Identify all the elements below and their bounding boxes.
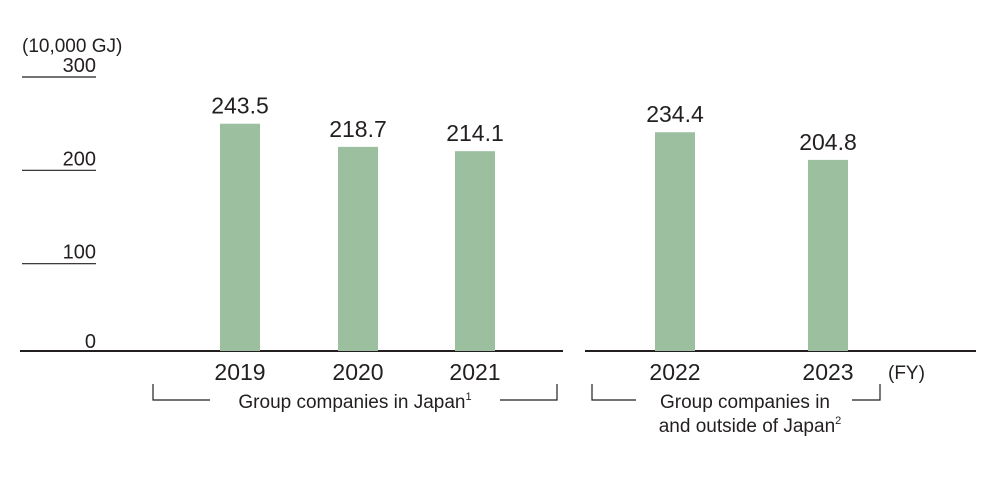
y-axis-ticks: 0 100 200 300	[22, 55, 96, 353]
bar-2020	[338, 146, 378, 351]
category-label-2022: 2022	[649, 359, 700, 385]
group-2-footnote: 2	[835, 415, 841, 427]
bar-2019	[220, 123, 260, 351]
group-2-label-line-1: Group companies in	[660, 392, 830, 413]
bars: 243.5 2019 218.7 2020 214.1 2021 234.4 2022 204.…	[211, 93, 857, 385]
bar-2023	[808, 159, 848, 351]
group-1-label-text: Group companies in Japan	[238, 392, 465, 413]
y-tick-label: 200	[63, 148, 96, 170]
y-tick-label: 0	[85, 331, 96, 353]
group-2-bracket	[591, 384, 881, 401]
category-label-2020: 2020	[332, 359, 383, 385]
value-label-2020: 218.7	[329, 116, 387, 142]
value-label-2019: 243.5	[211, 93, 269, 119]
group-1-bracket	[152, 384, 558, 401]
value-label-2021: 214.1	[446, 120, 504, 146]
y-tick-label: 100	[63, 242, 96, 264]
y-tick-label: 300	[63, 55, 96, 77]
y-axis-unit-label: (10,000 GJ)	[22, 36, 122, 57]
bar-2021	[455, 151, 495, 351]
x-axis-unit-label: (FY)	[888, 363, 925, 384]
group-2-label-line-2: and outside of Japan2	[659, 415, 842, 437]
category-label-2021: 2021	[449, 359, 500, 385]
group-1-footnote: 1	[465, 391, 471, 403]
category-label-2019: 2019	[214, 359, 265, 385]
group-1-label: Group companies in Japan1	[238, 391, 471, 413]
bar-2022	[655, 132, 695, 351]
value-label-2023: 204.8	[799, 129, 857, 155]
value-label-2022: 234.4	[646, 101, 704, 127]
group-2-label-line-2-text: and outside of Japan	[659, 416, 835, 437]
category-label-2023: 2023	[802, 359, 853, 385]
